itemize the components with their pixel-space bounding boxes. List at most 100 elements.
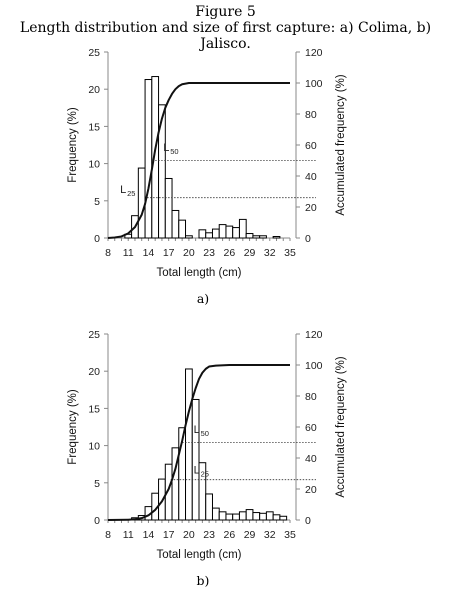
histogram-bar — [205, 232, 213, 239]
histogram-bar — [259, 235, 267, 239]
reference-label-l50: L — [163, 142, 169, 154]
histogram-bar — [198, 462, 207, 521]
histogram-bar — [185, 235, 193, 239]
histogram-bar — [232, 227, 240, 239]
x-tick-label: 26 — [223, 247, 235, 259]
histogram-bar — [252, 235, 261, 239]
histogram-bar — [218, 224, 227, 239]
y-tick-label: 15 — [88, 403, 100, 415]
histogram-bar — [211, 507, 220, 521]
x-tick-label: 14 — [143, 529, 155, 541]
reference-label-subscript: 50 — [201, 429, 209, 438]
x-tick-label: 11 — [123, 247, 134, 259]
y2-tick-label: 60 — [305, 422, 317, 434]
y-tick-label: 20 — [88, 84, 100, 96]
x-tick-label: 17 — [163, 247, 175, 259]
x-tick-label: 32 — [264, 529, 276, 541]
x-tick-label: 26 — [223, 529, 235, 541]
reference-label-subscript: 25 — [201, 470, 209, 479]
histogram-bar — [252, 512, 261, 521]
y2-axis-label: Accumulated frequency (%) — [335, 356, 347, 497]
y2-tick-label: 0 — [305, 233, 311, 245]
y2-tick-label: 40 — [305, 171, 317, 183]
x-tick-label: 14 — [143, 247, 155, 259]
y-tick-label: 5 — [94, 478, 100, 490]
y2-tick-label: 120 — [305, 47, 323, 59]
histogram-bar — [198, 229, 207, 239]
x-tick-label: 32 — [264, 247, 276, 259]
x-tick-label: 8 — [105, 529, 111, 541]
cumulative-curve — [107, 82, 290, 239]
histogram-bar — [178, 219, 187, 239]
histogram-bar — [185, 368, 193, 521]
histogram-bar — [245, 509, 254, 521]
y-tick-label: 10 — [88, 441, 100, 453]
x-tick-label: 23 — [203, 529, 215, 541]
y2-axis-label: Accumulated frequency (%) — [335, 74, 347, 215]
histogram-bar — [144, 79, 153, 239]
y-tick-label: 5 — [94, 196, 100, 208]
histogram-bar — [238, 218, 247, 239]
x-axis-label: Total length (cm) — [156, 267, 241, 279]
histogram-bar — [225, 513, 234, 521]
chart-jalisco: 0 5 10 15 20 25 8 11 14 17 20 23 26 29 32 35 0 20 40 60 80 10… — [67, 329, 347, 588]
x-tick-label: 35 — [284, 247, 296, 259]
y2-tick-label: 60 — [305, 140, 317, 152]
x-tick-label: 8 — [105, 247, 111, 259]
figure-caption: Length distribution and size of first ca… — [19, 20, 432, 52]
y-tick-label: 25 — [88, 329, 100, 341]
y-tick-label: 15 — [88, 121, 100, 133]
y2-tick-label: 0 — [305, 515, 311, 527]
x-tick-label: 20 — [183, 247, 195, 259]
y-tick-label: 10 — [88, 159, 100, 171]
y-tick-label: 0 — [94, 515, 100, 527]
y2-tick-label: 100 — [305, 360, 323, 372]
y-tick-label: 25 — [88, 47, 100, 59]
x-axis-label: Total length (cm) — [156, 549, 241, 561]
x-tick-label: 29 — [244, 529, 256, 541]
y2-tick-label: 80 — [305, 109, 317, 121]
x-tick-label: 11 — [123, 529, 134, 541]
histogram-bar — [259, 512, 267, 521]
y2-tick-label: 20 — [305, 484, 317, 496]
histogram-bar — [211, 228, 220, 239]
y-tick-label: 20 — [88, 366, 100, 378]
y2-tick-label: 80 — [305, 391, 317, 403]
histogram-bar — [225, 225, 234, 239]
histogram-bar — [205, 493, 213, 521]
y2-tick-label: 20 — [305, 202, 317, 214]
histogram-bar — [171, 209, 180, 239]
histogram-bar — [164, 177, 173, 239]
x-tick-label: 23 — [203, 247, 215, 259]
histogram-bar — [279, 515, 288, 521]
reference-label-l25: L — [194, 465, 200, 477]
histogram-bar — [265, 511, 274, 521]
reference-label-l50: L — [194, 424, 200, 436]
y2-tick-label: 100 — [305, 78, 323, 90]
x-tick-label: 20 — [183, 529, 195, 541]
y-axis-label: Frequency (%) — [67, 389, 79, 465]
x-tick-label: 35 — [284, 529, 296, 541]
histogram-bar — [151, 76, 160, 239]
chart-colima: 0 5 10 15 20 25 8 11 14 17 20 23 26 29 32 35 0 20 40 60 80 10… — [67, 47, 347, 306]
cumulative-curve — [107, 364, 290, 521]
histogram-bar — [272, 514, 281, 521]
histogram-bar — [137, 167, 146, 239]
x-tick-label: 29 — [244, 247, 256, 259]
histogram-bar — [238, 511, 247, 521]
histogram-bar — [191, 398, 200, 521]
y-axis-label: Frequency (%) — [67, 107, 79, 183]
y-tick-label: 0 — [94, 233, 100, 245]
reference-label-subscript: 50 — [170, 147, 178, 156]
y2-tick-label: 40 — [305, 453, 317, 465]
x-tick-label: 17 — [163, 529, 175, 541]
histogram-bar — [245, 233, 254, 239]
y2-tick-label: 120 — [305, 329, 323, 341]
reference-label-subscript: 25 — [127, 189, 135, 198]
histogram-bar — [272, 236, 281, 239]
histogram-bar — [232, 513, 240, 521]
histogram-bar — [158, 104, 166, 239]
panel-label: b) — [197, 573, 210, 588]
panel-label: a) — [197, 291, 209, 306]
histogram-bar — [218, 511, 227, 521]
